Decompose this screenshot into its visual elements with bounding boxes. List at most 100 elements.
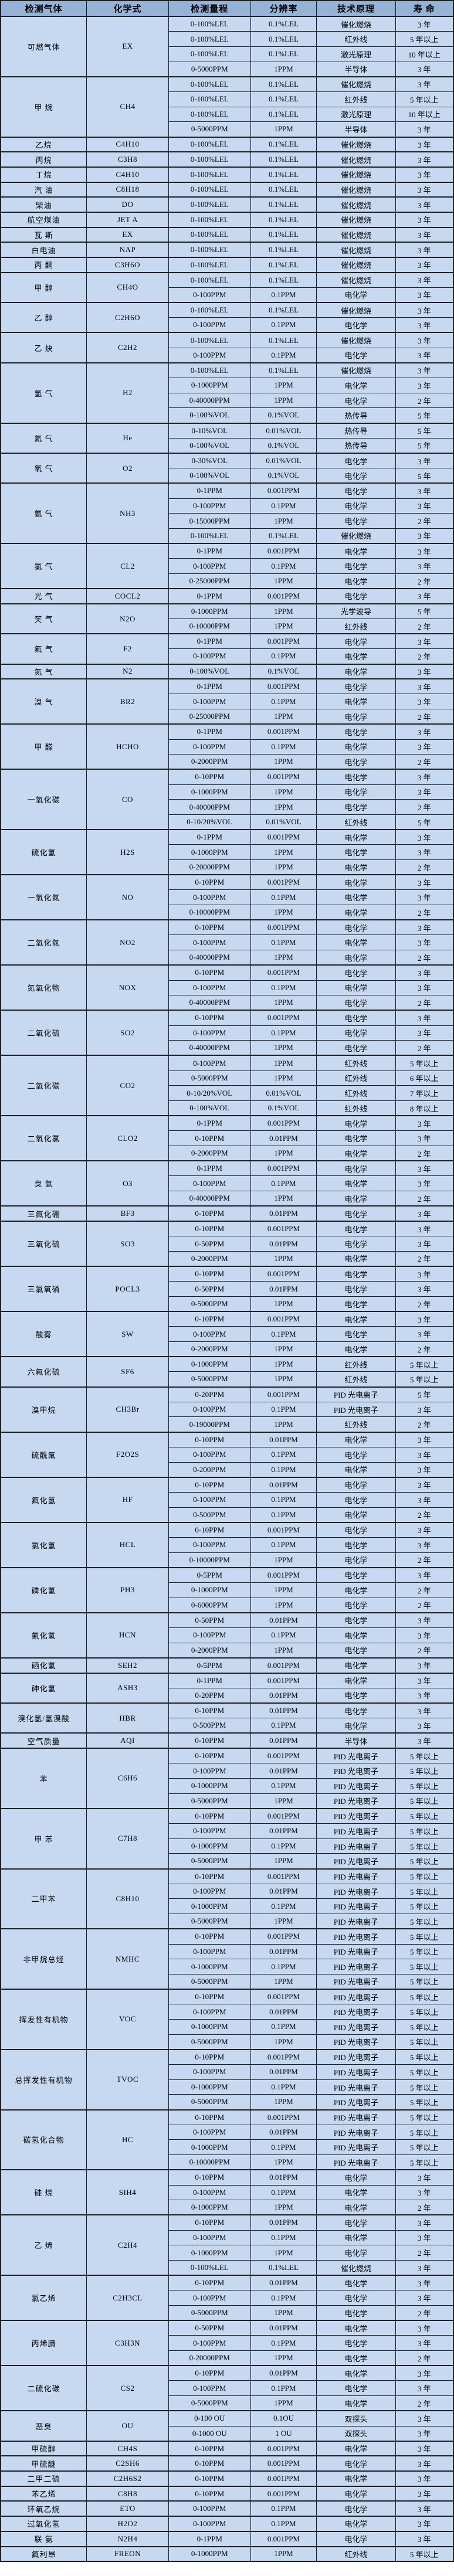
table-row: 0-5000PPM 1PPM PID 光电离子 5 年以上 <box>1 2034 454 2050</box>
resolution-cell: 0.1PPM <box>250 1959 317 1975</box>
principle-cell: 红外线 <box>316 1416 396 1433</box>
lifespan-cell: 3 年 <box>395 257 454 273</box>
lifespan-cell: 5 年以上 <box>395 1055 454 1071</box>
range-cell: 0-1000PPM <box>168 378 251 393</box>
resolution-cell: 1PPM <box>250 513 317 529</box>
resolution-cell: 0.01PPM <box>250 2064 317 2080</box>
table-row: 0-100PPM 0.1PPM 电化学 3 年 <box>1 1446 454 1463</box>
range-cell: 0-100PPM <box>168 1943 251 1960</box>
principle-cell: 电化学 <box>316 1446 396 1463</box>
formula-cell: H2S <box>86 829 169 875</box>
lifespan-cell: 3 年 <box>395 242 454 258</box>
formula-cell: O3 <box>86 1160 169 1207</box>
table-row: 丙 酮 C3H6O 0-100%LEL 0.1%LEL 催化燃烧 3 年 <box>0 257 454 273</box>
range-cell: 0-2000PPM <box>168 1146 251 1161</box>
resolution-cell: 1PPM <box>250 618 317 634</box>
range-cell: 0-100%VOL <box>168 1100 251 1116</box>
resolution-cell: 0.1%VOL <box>250 407 317 424</box>
resolution-cell: 1PPM <box>250 1642 317 1659</box>
gas-name-cell: 酸雾 <box>0 1311 87 1357</box>
range-cell: 0-100%LEL <box>168 31 251 47</box>
principle-cell: 电化学 <box>316 1462 396 1478</box>
formula-cell: H2O2 <box>86 2516 169 2532</box>
range-cell: 0-100%LEL <box>168 211 251 228</box>
gas-name-cell: 联 氨 <box>0 2530 87 2547</box>
table-row: 丙烯腈 C3H3N 0-50PPM 0.01PPM 电化学 3 年 <box>0 2320 454 2366</box>
formula-cell: C6H6 <box>86 1748 169 1809</box>
table-row: 苯乙烯 C8H8 0-10PPM 0.001PPM 电化学 3 年 <box>0 2485 454 2502</box>
lifespan-cell: 3 年 <box>395 1732 454 1749</box>
range-cell: 0-10000PPM <box>168 905 251 920</box>
lifespan-cell: 2 年 <box>395 995 454 1011</box>
principle-cell: PID 光电离子 <box>316 2048 396 2065</box>
principle-cell: PID 光电离子 <box>316 2004 396 2020</box>
principle-cell: 电化学 <box>316 452 396 469</box>
table-row: 硫酰氟 F2O2S 0-10PPM 0.01PPM 电化学 3 年 <box>0 1431 454 1478</box>
range-cell: 0-100PPM <box>168 2380 251 2397</box>
lifespan-cell: 3 年 <box>395 934 454 951</box>
gas-name-cell: 氮 气 <box>0 663 87 679</box>
resolution-cell: 0.001PPM <box>250 1311 317 1327</box>
table-row: 0-5000PPM 1PPM 红外线 6 年以上 <box>1 1070 454 1086</box>
principle-cell: 电化学 <box>316 1341 396 1357</box>
table-row: 0-100PPM 0.1PPM 电化学 3 年 <box>1 980 454 996</box>
range-cell: 0-100%LEL <box>168 257 251 273</box>
resolution-cell: 0.1%LEL <box>250 76 317 92</box>
lifespan-cell: 3 年 <box>395 2259 454 2276</box>
gas-name-cell: 甲 醇 <box>0 271 87 303</box>
table-row: 碳氢化合物 HC 0-10PPM 0.001PPM PID 光电离子 5 年以上 <box>0 2109 454 2170</box>
principle-cell: 电化学 <box>316 1672 396 1688</box>
gas-name-cell: 二氧化碳 <box>0 1055 87 1116</box>
principle-cell: 电化学 <box>316 2350 396 2366</box>
resolution-cell: 0.1%LEL <box>250 302 317 318</box>
range-cell: 0-100%LEL <box>168 242 251 258</box>
range-cell: 0-5000PPM <box>168 2094 251 2111</box>
table-row: 0-100PPM 0.1PPM 电化学 3 年 <box>1 2290 454 2306</box>
lifespan-cell: 3 年 <box>395 166 454 183</box>
principle-cell: PID 光电离子 <box>316 1778 396 1794</box>
table-row: 溴 气 BR2 0-1PPM 0.001PPM 电化学 3 年 <box>0 678 454 725</box>
table-row: 0-100PPM 0.01PPM PID 光电离子 5 年以上 <box>1 2004 454 2020</box>
lifespan-cell: 3 年 <box>395 543 454 559</box>
range-cell: 0-100PPM <box>168 2184 251 2201</box>
table-row: 0-10PPM 0.01PPM 电化学 3 年 <box>1 1130 454 1147</box>
principle-cell: 红外线 <box>316 1371 396 1388</box>
gas-name-cell: 臭 氧 <box>0 1160 87 1207</box>
resolution-cell: 0.1%LEL <box>250 151 317 168</box>
range-cell: 0-1PPM <box>168 633 251 650</box>
principle-cell: 红外线 <box>316 814 396 830</box>
formula-cell: C8H10 <box>86 1868 169 1929</box>
range-cell: 0-50PPM <box>168 1236 251 1252</box>
principle-cell: 红外线 <box>316 2546 396 2562</box>
range-cell: 0-10PPM <box>168 769 251 785</box>
range-cell: 0-100%LEL <box>168 362 251 378</box>
lifespan-cell: 5 年 <box>395 1386 454 1402</box>
lifespan-cell: 3 年 <box>395 588 454 604</box>
resolution-cell: 0.1PPM <box>250 648 317 665</box>
lifespan-cell: 5 年以上 <box>395 1868 454 1884</box>
gas-name-cell: 丁烷 <box>0 166 87 183</box>
gas-name-cell: 苯 <box>0 1748 87 1809</box>
resolution-cell: 1PPM <box>250 1853 317 1870</box>
table-row: 0-1000PPM 1PPM 电化学 3 年 <box>1 378 454 393</box>
range-cell: 0-5000PPM <box>168 1914 251 1929</box>
table-row: 0-100PPM 0.01PPM PID 光电离子 5 年以上 <box>1 2124 454 2140</box>
resolution-cell: 0.1%LEL <box>250 211 317 228</box>
lifespan-cell: 3 年 <box>395 889 454 906</box>
principle-cell: 激光原理 <box>316 46 396 62</box>
formula-cell: CH3Br <box>86 1386 169 1433</box>
principle-cell: 电化学 <box>316 1266 396 1282</box>
range-cell: 0-100PPM <box>168 498 251 514</box>
range-cell: 0-5PPM <box>168 1657 251 1674</box>
table-row: 硫化氢 H2S 0-1PPM 0.001PPM 电化学 3 年 <box>0 829 454 875</box>
lifespan-cell: 5 年以上 <box>395 1989 454 2005</box>
principle-cell: 催化燃烧 <box>316 76 396 92</box>
principle-cell: 电化学 <box>316 2230 396 2246</box>
table-row: 砷化氢 ASH3 0-1PPM 0.001PPM 电化学 3 年 <box>0 1672 454 1704</box>
range-cell: 0-10/20%VOL <box>168 1085 251 1101</box>
table-row: 0-20000PPM 1PPM 电化学 2 年 <box>1 859 454 875</box>
gas-name-cell: 非甲烷总烃 <box>0 1928 87 1990</box>
principle-cell: 催化燃烧 <box>316 332 396 348</box>
range-cell: 0-5000PPM <box>168 1371 251 1388</box>
